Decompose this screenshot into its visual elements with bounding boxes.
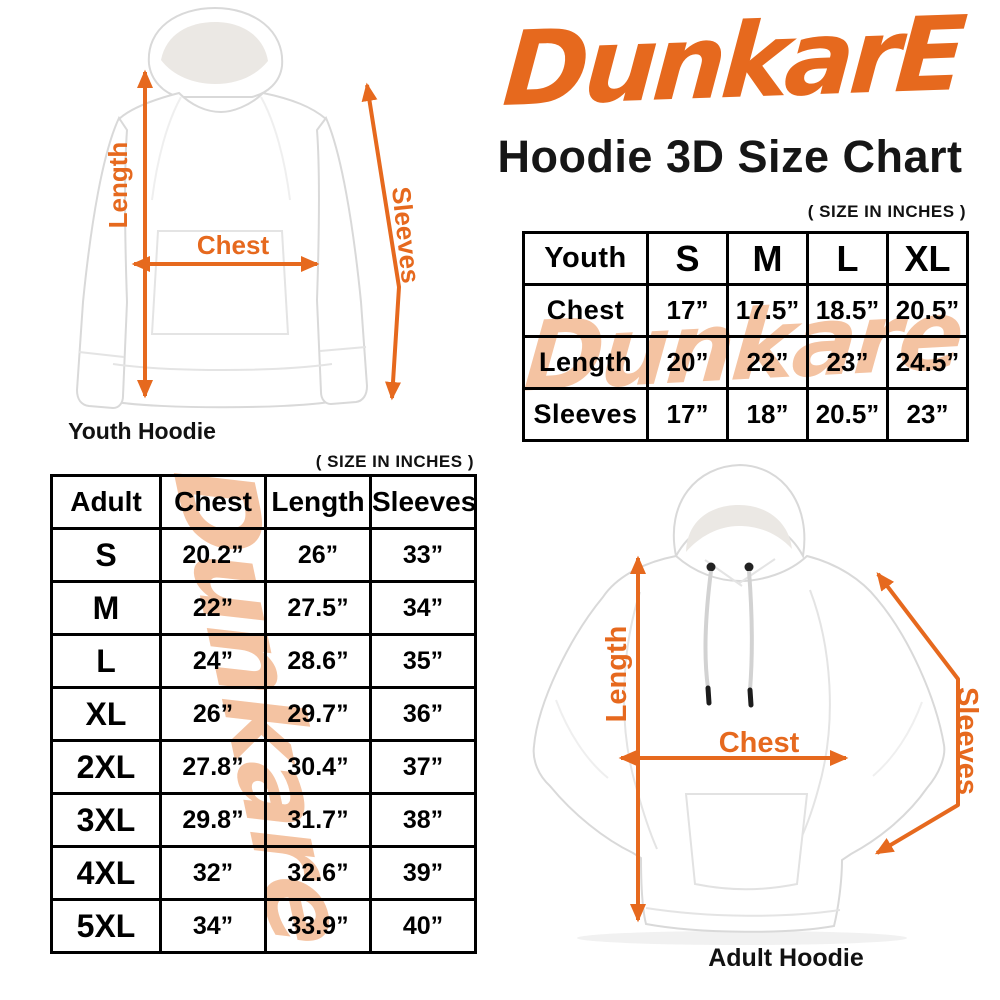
youth-hoodie-drawing (75, 6, 369, 410)
adult-table-row-label: 2XL (50, 739, 162, 795)
youth-sleeves-arrow (361, 82, 401, 401)
adult-table-header-cell: Chest (159, 474, 267, 530)
youth-table-header-cell: S (646, 231, 729, 286)
adult-table-value-cell: 27.5” (264, 580, 372, 636)
adult-table-row: M 22” 27.5” 34” (50, 580, 477, 636)
youth-size-table: Youth S M L XL Chest 17” 17.5” 18.5” 20.5” Length… (522, 231, 969, 442)
youth-table-value-cell: 20.5” (806, 387, 889, 442)
adult-table-value-cell: 29.8” (159, 792, 267, 848)
adult-table-value-cell: 32.6” (264, 845, 372, 901)
youth-hoodie-figure: Length Chest Sleeves (75, 6, 426, 410)
youth-table-value-cell: 18” (726, 387, 809, 442)
adult-hoodie-drawing (532, 463, 946, 945)
youth-table-value-cell: 18.5” (806, 283, 889, 338)
adult-table-header-cell: Sleeves (369, 474, 477, 530)
adult-size-unit-note: ( SIZE IN INCHES ) (315, 452, 474, 471)
adult-table-row-label: 5XL (50, 898, 162, 954)
youth-table-value-cell: 17.5” (726, 283, 809, 338)
youth-table-header-cell: Youth (522, 231, 649, 286)
adult-table-value-cell: 26” (264, 527, 372, 583)
adult-table-value-cell: 28.6” (264, 633, 372, 689)
adult-table-value-cell: 26” (159, 686, 267, 742)
youth-table-row: Sleeves 17” 18” 20.5” 23” (522, 387, 969, 442)
adult-chest-label: Chest (719, 727, 800, 759)
brand-logo: DunkarE (499, 0, 969, 128)
adult-hoodie-caption: Adult Hoodie (708, 944, 864, 972)
adult-table-header-cell: Length (264, 474, 372, 530)
youth-size-unit-note: ( SIZE IN INCHES ) (807, 202, 966, 221)
adult-sleeves-arrow (874, 572, 960, 855)
adult-table-row: 4XL 32” 32.6” 39” (50, 845, 477, 901)
adult-table-value-cell: 27.8” (159, 739, 267, 795)
adult-table-value-cell: 29.7” (264, 686, 372, 742)
adult-table-row-label: S (50, 527, 162, 583)
youth-table-value-cell: 23” (806, 335, 889, 390)
adult-table-row-label: XL (50, 686, 162, 742)
adult-table-value-cell: 31.7” (264, 792, 372, 848)
youth-table-value-cell: 24.5” (886, 335, 969, 390)
adult-size-table: Adult Chest Length Sleeves S 20.2” 26” 33” M 22”… (50, 474, 477, 954)
adult-table-value-cell: 20.2” (159, 527, 267, 583)
adult-table-row-label: 3XL (50, 792, 162, 848)
youth-table-value-cell: 23” (886, 387, 969, 442)
adult-table-value-cell: 39” (369, 845, 477, 901)
adult-measure-arrows: Length Chest Sleeves (601, 555, 983, 923)
adult-table-value-cell: 36” (369, 686, 477, 742)
adult-table-value-cell: 32” (159, 845, 267, 901)
youth-table-value-cell: 22” (726, 335, 809, 390)
adult-table-value-cell: 24” (159, 633, 267, 689)
adult-table-value-cell: 34” (369, 580, 477, 636)
youth-table-row: Chest 17” 17.5” 18.5” 20.5” (522, 283, 969, 338)
youth-hoodie-caption: Youth Hoodie (68, 418, 216, 444)
youth-chest-label: Chest (197, 230, 270, 260)
adult-table-value-cell: 30.4” (264, 739, 372, 795)
brand-logo-text: DunkarE (499, 0, 969, 128)
adult-length-label: Length (601, 626, 633, 723)
page-title: Hoodie 3D Size Chart (497, 131, 963, 182)
adult-table-header-row: Adult Chest Length Sleeves (50, 474, 477, 530)
adult-table-value-cell: 37” (369, 739, 477, 795)
youth-table-header-cell: M (726, 231, 809, 286)
youth-table-header-cell: XL (886, 231, 969, 286)
adult-table-value-cell: 33.9” (264, 898, 372, 954)
adult-table-value-cell: 34” (159, 898, 267, 954)
adult-table-header-cell: Adult (50, 474, 162, 530)
adult-table-row-label: 4XL (50, 845, 162, 901)
adult-table-row-label: M (50, 580, 162, 636)
youth-length-label: Length (103, 142, 133, 229)
youth-table-value-cell: 20” (646, 335, 729, 390)
youth-table-value-cell: 20.5” (886, 283, 969, 338)
adult-table-row: 3XL 29.8” 31.7” 38” (50, 792, 477, 848)
youth-table-header-cell: L (806, 231, 889, 286)
youth-table-row-label: Chest (522, 283, 649, 338)
adult-table-row: L 24” 28.6” 35” (50, 633, 477, 689)
youth-sleeves-label: Sleeves (386, 185, 426, 284)
youth-table-value-cell: 17” (646, 387, 729, 442)
adult-sleeves-label: Sleeves (951, 687, 983, 795)
adult-table-row-label: L (50, 633, 162, 689)
adult-table-row: 5XL 34” 33.9” 40” (50, 898, 477, 954)
adult-table-row: XL 26” 29.7” 36” (50, 686, 477, 742)
adult-table-row: 2XL 27.8” 30.4” 37” (50, 739, 477, 795)
adult-table-value-cell: 22” (159, 580, 267, 636)
youth-table-header-row: Youth S M L XL (522, 231, 969, 286)
adult-table-value-cell: 33” (369, 527, 477, 583)
youth-table-row-label: Length (522, 335, 649, 390)
youth-table-value-cell: 17” (646, 283, 729, 338)
youth-table-row-label: Sleeves (522, 387, 649, 442)
adult-table-value-cell: 40” (369, 898, 477, 954)
adult-table-value-cell: 35” (369, 633, 477, 689)
adult-table-value-cell: 38” (369, 792, 477, 848)
adult-hoodie-figure: Length Chest Sleeves (532, 463, 983, 945)
adult-table-row: S 20.2” 26” 33” (50, 527, 477, 583)
youth-table-row: Length 20” 22” 23” 24.5” (522, 335, 969, 390)
